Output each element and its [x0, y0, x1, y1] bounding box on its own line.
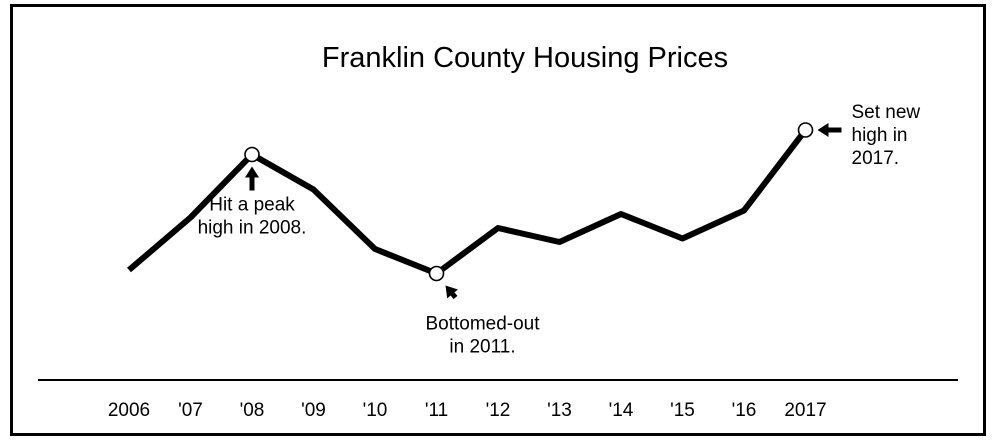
data-point-marker — [244, 146, 260, 163]
annotation-text: Hit a peak — [209, 195, 295, 216]
x-tick-label: 2006 — [108, 400, 150, 421]
chart-title: Franklin County Housing Prices — [322, 42, 728, 74]
annotation-arrow — [450, 292, 458, 300]
x-tick-label: '12 — [486, 400, 511, 421]
annotation-arrowhead — [817, 123, 829, 137]
annotation-text: high in — [852, 125, 908, 146]
annotation-arrowhead — [445, 285, 458, 299]
x-tick-label: '07 — [178, 400, 203, 421]
x-tick-label: 2017 — [784, 400, 826, 421]
x-tick-label: '13 — [547, 400, 572, 421]
x-tick-label: '10 — [363, 400, 388, 421]
annotation-text: in 2011. — [449, 337, 515, 358]
x-tick-label: '11 — [425, 400, 448, 421]
annotation-text: Set new — [852, 102, 921, 123]
data-point-marker — [428, 265, 445, 282]
series-line — [127, 128, 808, 277]
annotation-arrowhead — [245, 166, 259, 178]
x-tick-label: '09 — [301, 400, 326, 421]
annotation-text: high in 2008. — [198, 218, 307, 239]
x-tick-label: '16 — [732, 400, 757, 421]
x-tick-label: '15 — [670, 400, 695, 421]
x-tick-label: '14 — [609, 400, 634, 421]
x-tick-label: '08 — [240, 400, 265, 421]
annotation-text: 2017. — [852, 148, 900, 169]
annotation-text: Bottomed-out — [425, 314, 540, 335]
chart-frame — [10, 4, 986, 436]
data-point-marker — [797, 122, 814, 138]
